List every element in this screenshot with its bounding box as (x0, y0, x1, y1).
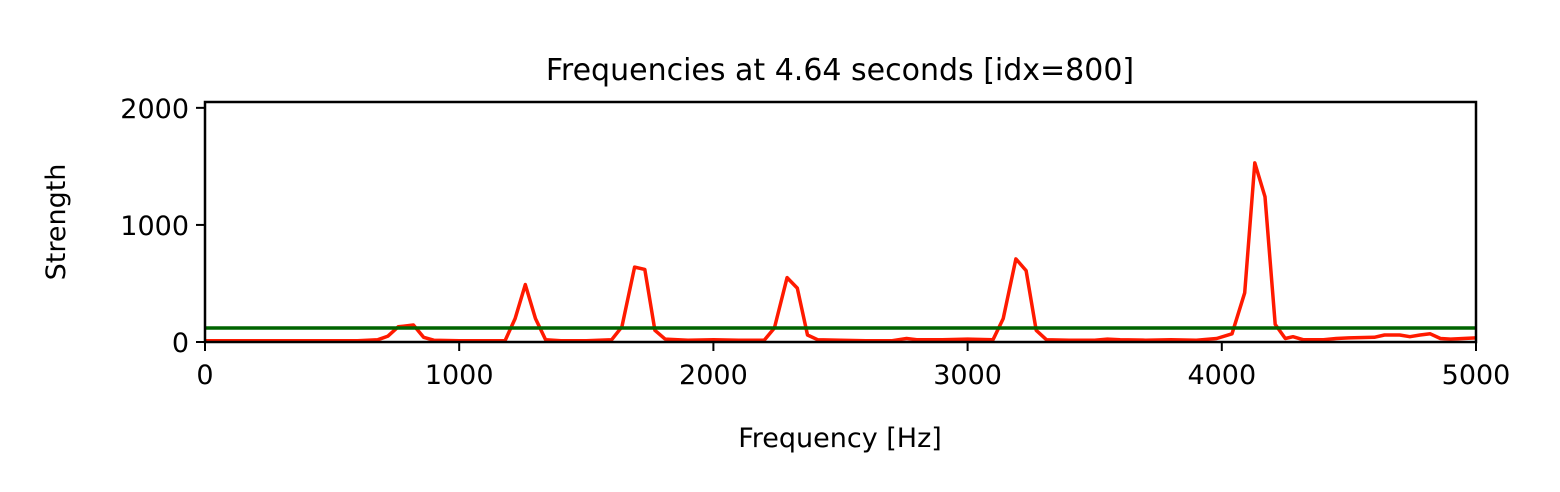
x-axis: 0 1000 2000 3000 4000 5000 (196, 342, 1510, 391)
plot-lines (205, 161, 1477, 343)
chart-title: Frequencies at 4.64 seconds [idx=800] (546, 53, 1134, 88)
x-tick-label: 3000 (933, 360, 1002, 391)
x-tick-label: 5000 (1442, 360, 1511, 391)
y-axis-label: Strength (41, 164, 72, 281)
x-tick-label: 0 (196, 360, 213, 391)
y-tick-label: 1000 (120, 211, 189, 242)
y-tick-label: 2000 (120, 94, 189, 125)
x-axis-label: Frequency [Hz] (738, 423, 942, 454)
spectrum-line (205, 161, 1477, 343)
plot-frame (203, 100, 1478, 344)
y-tick-label: 0 (172, 328, 189, 359)
x-tick-label: 1000 (425, 360, 494, 391)
y-axis: 0 1000 2000 (120, 94, 205, 359)
x-tick-label: 4000 (1187, 360, 1256, 391)
x-tick-label: 2000 (679, 360, 748, 391)
